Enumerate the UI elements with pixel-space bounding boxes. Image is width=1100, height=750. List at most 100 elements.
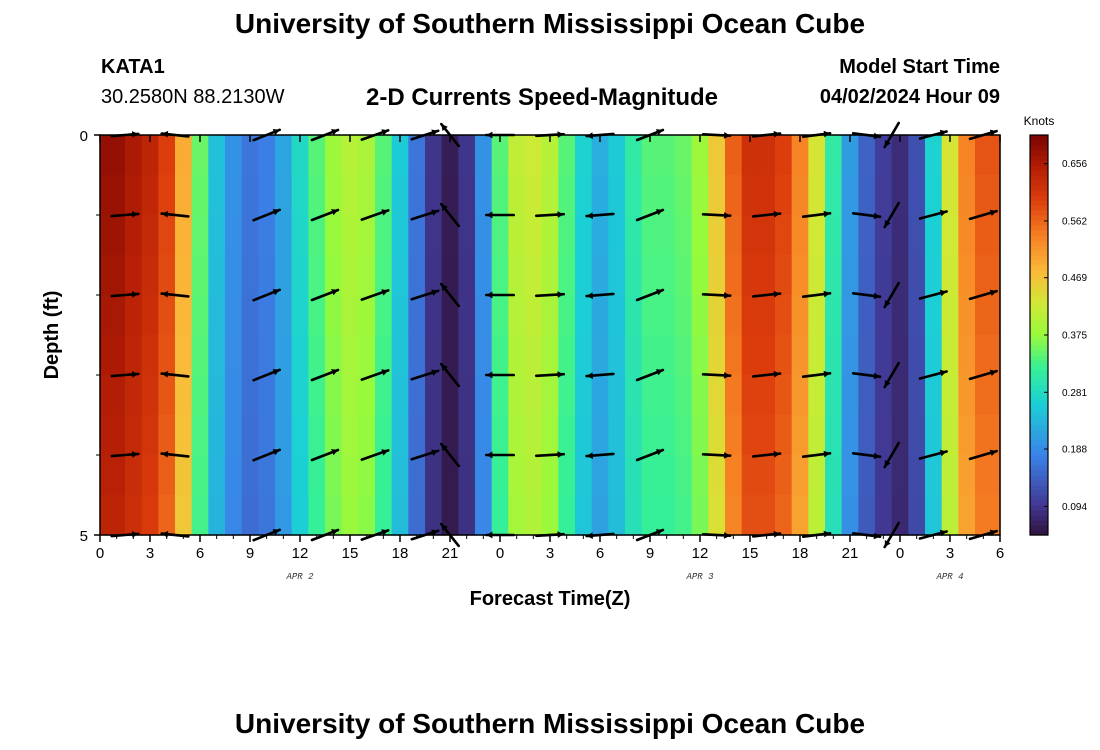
heatmap-cell [191, 295, 209, 336]
current-vector [751, 290, 782, 298]
heatmap-cell [100, 135, 109, 176]
vector-head [586, 372, 593, 379]
heatmap-cell [858, 415, 876, 456]
heatmap-cell [975, 495, 993, 536]
heatmap-cell [691, 295, 709, 336]
colorbar-segment [1030, 135, 1048, 141]
heatmap-cell [108, 255, 126, 296]
heatmap-cell [575, 135, 593, 176]
heatmap-cell [108, 375, 126, 416]
heatmap-cell [975, 175, 993, 216]
heatmap-cell [841, 455, 859, 496]
heatmap-cell [975, 295, 993, 336]
colorbar-segment [1030, 450, 1048, 456]
colorbar-segment [1030, 525, 1048, 531]
vector-head [873, 452, 881, 460]
heatmap-cell [825, 255, 843, 296]
colorbar-segment [1030, 225, 1048, 231]
heatmap-cell [175, 375, 193, 416]
heatmap-cell [975, 375, 993, 416]
heatmap-cell [825, 335, 843, 376]
heatmap-cell [891, 455, 909, 496]
heatmap-cell [591, 375, 609, 416]
heatmap-cell [100, 495, 109, 536]
current-vector [968, 209, 998, 221]
heatmap-cell [925, 255, 943, 296]
heatmap-cell [308, 495, 326, 536]
vector-head [586, 212, 593, 219]
heatmap-cell [558, 455, 576, 496]
vector-head [381, 449, 389, 456]
x-tick-label: 6 [196, 545, 204, 562]
heatmap-cell [891, 215, 909, 256]
heatmap-cell [725, 455, 743, 496]
heatmap-cell [608, 135, 626, 176]
heatmap-cell [408, 255, 426, 296]
heatmap-cell [391, 215, 409, 256]
heatmap-cell [641, 495, 659, 536]
heatmap-cell [975, 335, 993, 376]
heatmap-cell [791, 215, 809, 256]
colorbar-tick-label: 0.281 [1062, 388, 1087, 399]
heatmap-cell [541, 335, 559, 376]
heatmap-cell [175, 215, 193, 256]
colorbar-tick-label: 0.188 [1062, 445, 1087, 456]
current-vector [635, 288, 665, 302]
heatmap-cell [275, 415, 293, 456]
heatmap-cell [291, 255, 309, 296]
heatmap-cell [475, 495, 493, 536]
heatmap-cell [141, 175, 159, 216]
heatmap-cell [508, 415, 526, 456]
heatmap-cell [908, 175, 926, 216]
heatmap-cell [775, 415, 793, 456]
colorbar-segment [1030, 305, 1048, 311]
heatmap-cell [841, 255, 859, 296]
heatmap-cell [391, 335, 409, 376]
heatmap-cell [441, 335, 459, 376]
vector-head [381, 369, 389, 376]
heatmap-cell [741, 495, 759, 536]
x-tick-label: 6 [996, 545, 1004, 562]
heatmap-cell [991, 335, 1001, 376]
heatmap-cell [841, 375, 859, 416]
vector-head [939, 209, 947, 217]
heatmap-cell [275, 175, 293, 216]
vector-head [441, 524, 448, 531]
heatmap-cell [175, 455, 193, 496]
heatmap-cell [458, 335, 476, 376]
heatmap-cell [608, 455, 626, 496]
vector-head [486, 371, 493, 379]
heatmap-cell [225, 375, 243, 416]
heatmap-cell [675, 215, 693, 256]
heatmap-cell [658, 135, 676, 176]
heatmap-cell [858, 135, 876, 176]
heatmap-cell [191, 415, 209, 456]
heatmap-cell [808, 295, 826, 336]
heatmap-cell [625, 295, 643, 336]
heatmap-cell [558, 335, 576, 376]
heatmap-cell [875, 135, 893, 176]
heatmap-cell [100, 415, 109, 456]
current-vector [439, 282, 461, 308]
y-axis-title: Depth (ft) [41, 291, 63, 380]
heatmap-cell [125, 495, 143, 536]
x-tick-label: 15 [742, 545, 759, 562]
vector-head [331, 129, 338, 136]
heatmap-cell [158, 495, 176, 536]
heatmap-cell [308, 175, 326, 216]
heatmap-cell [858, 375, 876, 416]
heatmap-cell [758, 415, 776, 456]
heatmap-cell [241, 215, 259, 256]
heatmap-cell [691, 455, 709, 496]
heatmap-cell [825, 495, 843, 536]
heatmap-cell [441, 375, 459, 416]
heatmap-cell [875, 295, 893, 336]
heatmap-cell [825, 455, 843, 496]
heatmap-cell [491, 215, 509, 256]
heatmap-cell [125, 135, 143, 176]
heatmap-cell [891, 375, 909, 416]
heatmap-cell [775, 255, 793, 296]
colorbar-tick-label: 0.656 [1062, 159, 1087, 170]
colorbar-segment [1030, 470, 1048, 476]
heatmap-cell [408, 495, 426, 536]
